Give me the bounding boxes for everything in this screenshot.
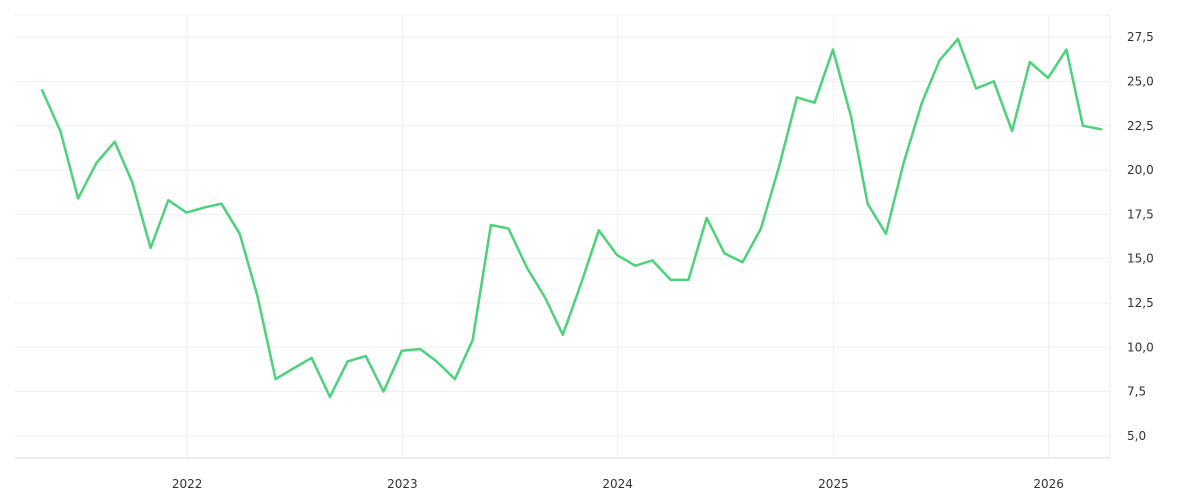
plot-area <box>40 37 1103 399</box>
y-tick-label: 5,0 <box>1127 429 1146 443</box>
y-tick-label: 7,5 <box>1127 385 1146 399</box>
x-tick-label: 2022 <box>172 477 203 491</box>
y-tick-label: 12,5 <box>1127 296 1154 310</box>
y-tick-label: 22,5 <box>1127 119 1154 133</box>
x-tick-label: 2025 <box>818 477 849 491</box>
y-tick-label: 20,0 <box>1127 163 1154 177</box>
y-tick-label: 17,5 <box>1127 207 1154 221</box>
x-tick-label: 2026 <box>1033 477 1064 491</box>
x-tick-label: 2024 <box>602 477 633 491</box>
y-tick-label: 10,0 <box>1127 340 1154 354</box>
x-axis: 2022 2023 2024 2025 2026 <box>172 477 1064 491</box>
y-tick-label: 27,5 <box>1127 30 1154 44</box>
y-tick-label: 25,0 <box>1127 74 1154 88</box>
y-tick-label: 15,0 <box>1127 252 1154 266</box>
x-tick-label: 2023 <box>387 477 418 491</box>
gridlines <box>15 14 1111 459</box>
y-axis: 5,0 7,5 10,0 12,5 15,0 17,5 20,0 22,5 25,0 27,5 <box>1127 30 1154 443</box>
series-line <box>40 37 1103 399</box>
